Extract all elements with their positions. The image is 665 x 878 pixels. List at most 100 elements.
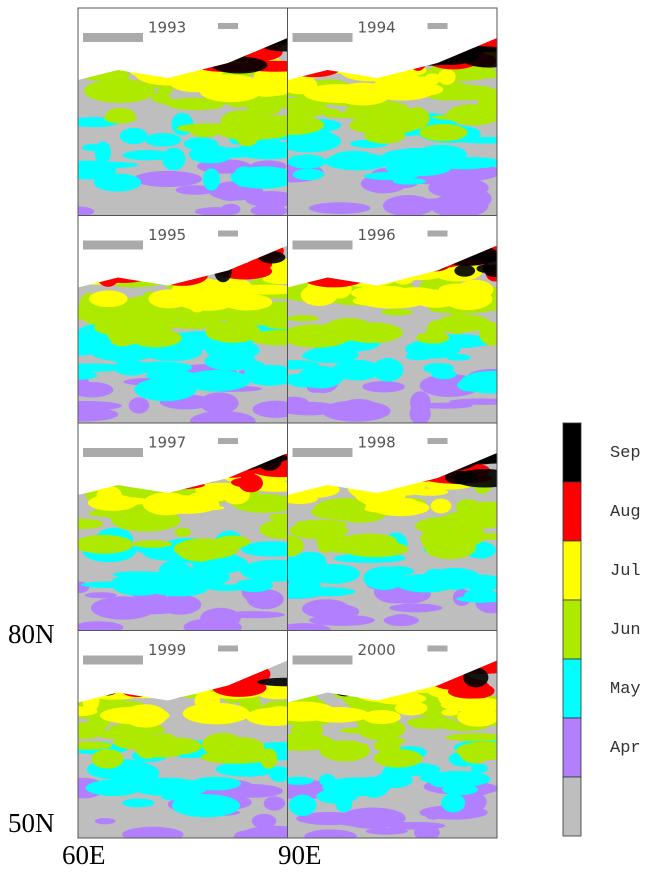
map-blob: [78, 722, 105, 739]
panel-year: 2000: [358, 641, 396, 659]
map-blob: [392, 178, 426, 185]
map-blob: [444, 470, 477, 485]
map-blob: [441, 708, 459, 716]
map-blob: [287, 535, 304, 557]
map-blob: [165, 319, 228, 330]
map-blob: [424, 808, 443, 820]
map-blob: [470, 763, 488, 773]
map-blob: [132, 540, 173, 548]
legend-label: Apr: [610, 739, 641, 758]
map-blob: [450, 525, 486, 546]
map-blob: [287, 701, 336, 722]
map-blob: [191, 128, 219, 138]
map-blob: [134, 377, 197, 402]
map-blob: [78, 518, 104, 529]
legend-label: Sep: [610, 444, 641, 463]
map-blob: [290, 721, 323, 740]
island: [292, 240, 353, 250]
legend-label: Aug: [610, 503, 641, 522]
map-blob: [259, 519, 288, 540]
map-blob: [96, 485, 122, 505]
map-blob: [150, 737, 202, 755]
map-blob: [190, 410, 256, 423]
map-blob: [363, 566, 405, 591]
map-blob: [287, 623, 332, 631]
map-blob: [144, 132, 182, 147]
map-blob: [90, 596, 156, 620]
map-blob: [441, 784, 479, 796]
island: [427, 23, 448, 29]
map-blob: [268, 513, 288, 521]
map-blob: [351, 285, 413, 301]
map-blob: [287, 108, 322, 117]
map-blob: [78, 407, 119, 422]
map-blob: [319, 740, 371, 762]
map-blob: [165, 779, 208, 796]
legend-label: Jun: [610, 621, 641, 640]
map-blob: [357, 717, 406, 741]
map-blob: [459, 743, 491, 764]
map-blob: [240, 559, 288, 582]
map-panel: [78, 423, 288, 631]
map-panel: [287, 215, 497, 423]
map-blob: [140, 592, 171, 613]
map-blob: [303, 84, 372, 103]
map-blob: [364, 127, 406, 144]
map-blob: [94, 141, 111, 164]
legend-swatch: [562, 717, 582, 778]
map-blob: [373, 749, 423, 768]
map-blob: [158, 98, 231, 106]
map-blob: [427, 567, 482, 590]
map-blob: [99, 731, 149, 739]
map-blob: [364, 505, 402, 513]
map-blob: [122, 826, 184, 838]
map-blob: [210, 86, 236, 96]
map-blob: [441, 793, 466, 813]
map-blob: [450, 314, 472, 325]
map-blob: [206, 147, 261, 158]
map-blob: [200, 279, 235, 294]
map-blob: [252, 400, 288, 418]
map-blob: [171, 112, 194, 136]
map-blob: [91, 342, 156, 362]
map-blob: [460, 370, 497, 394]
map-blob: [173, 538, 239, 560]
map-panel: [78, 215, 288, 423]
map-blob: [254, 816, 274, 824]
map-blob: [257, 677, 288, 687]
map-blob: [455, 197, 483, 214]
legend-swatch: [562, 658, 582, 719]
map-blob: [443, 288, 493, 311]
map-blob: [416, 331, 450, 344]
panel-year: 1997: [148, 434, 186, 452]
map-blob: [460, 683, 495, 699]
map-blob: [287, 566, 328, 581]
island: [83, 448, 143, 457]
map-blob: [287, 315, 320, 322]
map-blob: [94, 817, 116, 825]
lon-label: 60E: [62, 840, 106, 870]
map-blob: [414, 825, 440, 838]
map-blob: [316, 789, 358, 804]
map-blob: [454, 264, 476, 277]
map-blob: [78, 381, 114, 398]
map-blob: [332, 359, 382, 381]
map-panel: [287, 630, 497, 838]
map-blob: [245, 284, 263, 294]
map-blob: [382, 195, 435, 216]
map-blob: [194, 207, 240, 216]
map-blob: [78, 706, 98, 717]
map-blob: [365, 827, 408, 835]
map-blob: [324, 152, 390, 171]
map-blob: [427, 84, 497, 101]
panel-frame: [287, 630, 498, 839]
map-blob: [292, 168, 325, 181]
map-blob: [287, 776, 314, 785]
map-panel: [78, 630, 288, 838]
map-blob: [220, 110, 262, 132]
map-blob: [189, 491, 229, 503]
map-blob: [135, 736, 162, 759]
map-blob: [304, 829, 357, 838]
legend-label: Jul: [610, 562, 641, 581]
map-blob: [291, 587, 356, 597]
